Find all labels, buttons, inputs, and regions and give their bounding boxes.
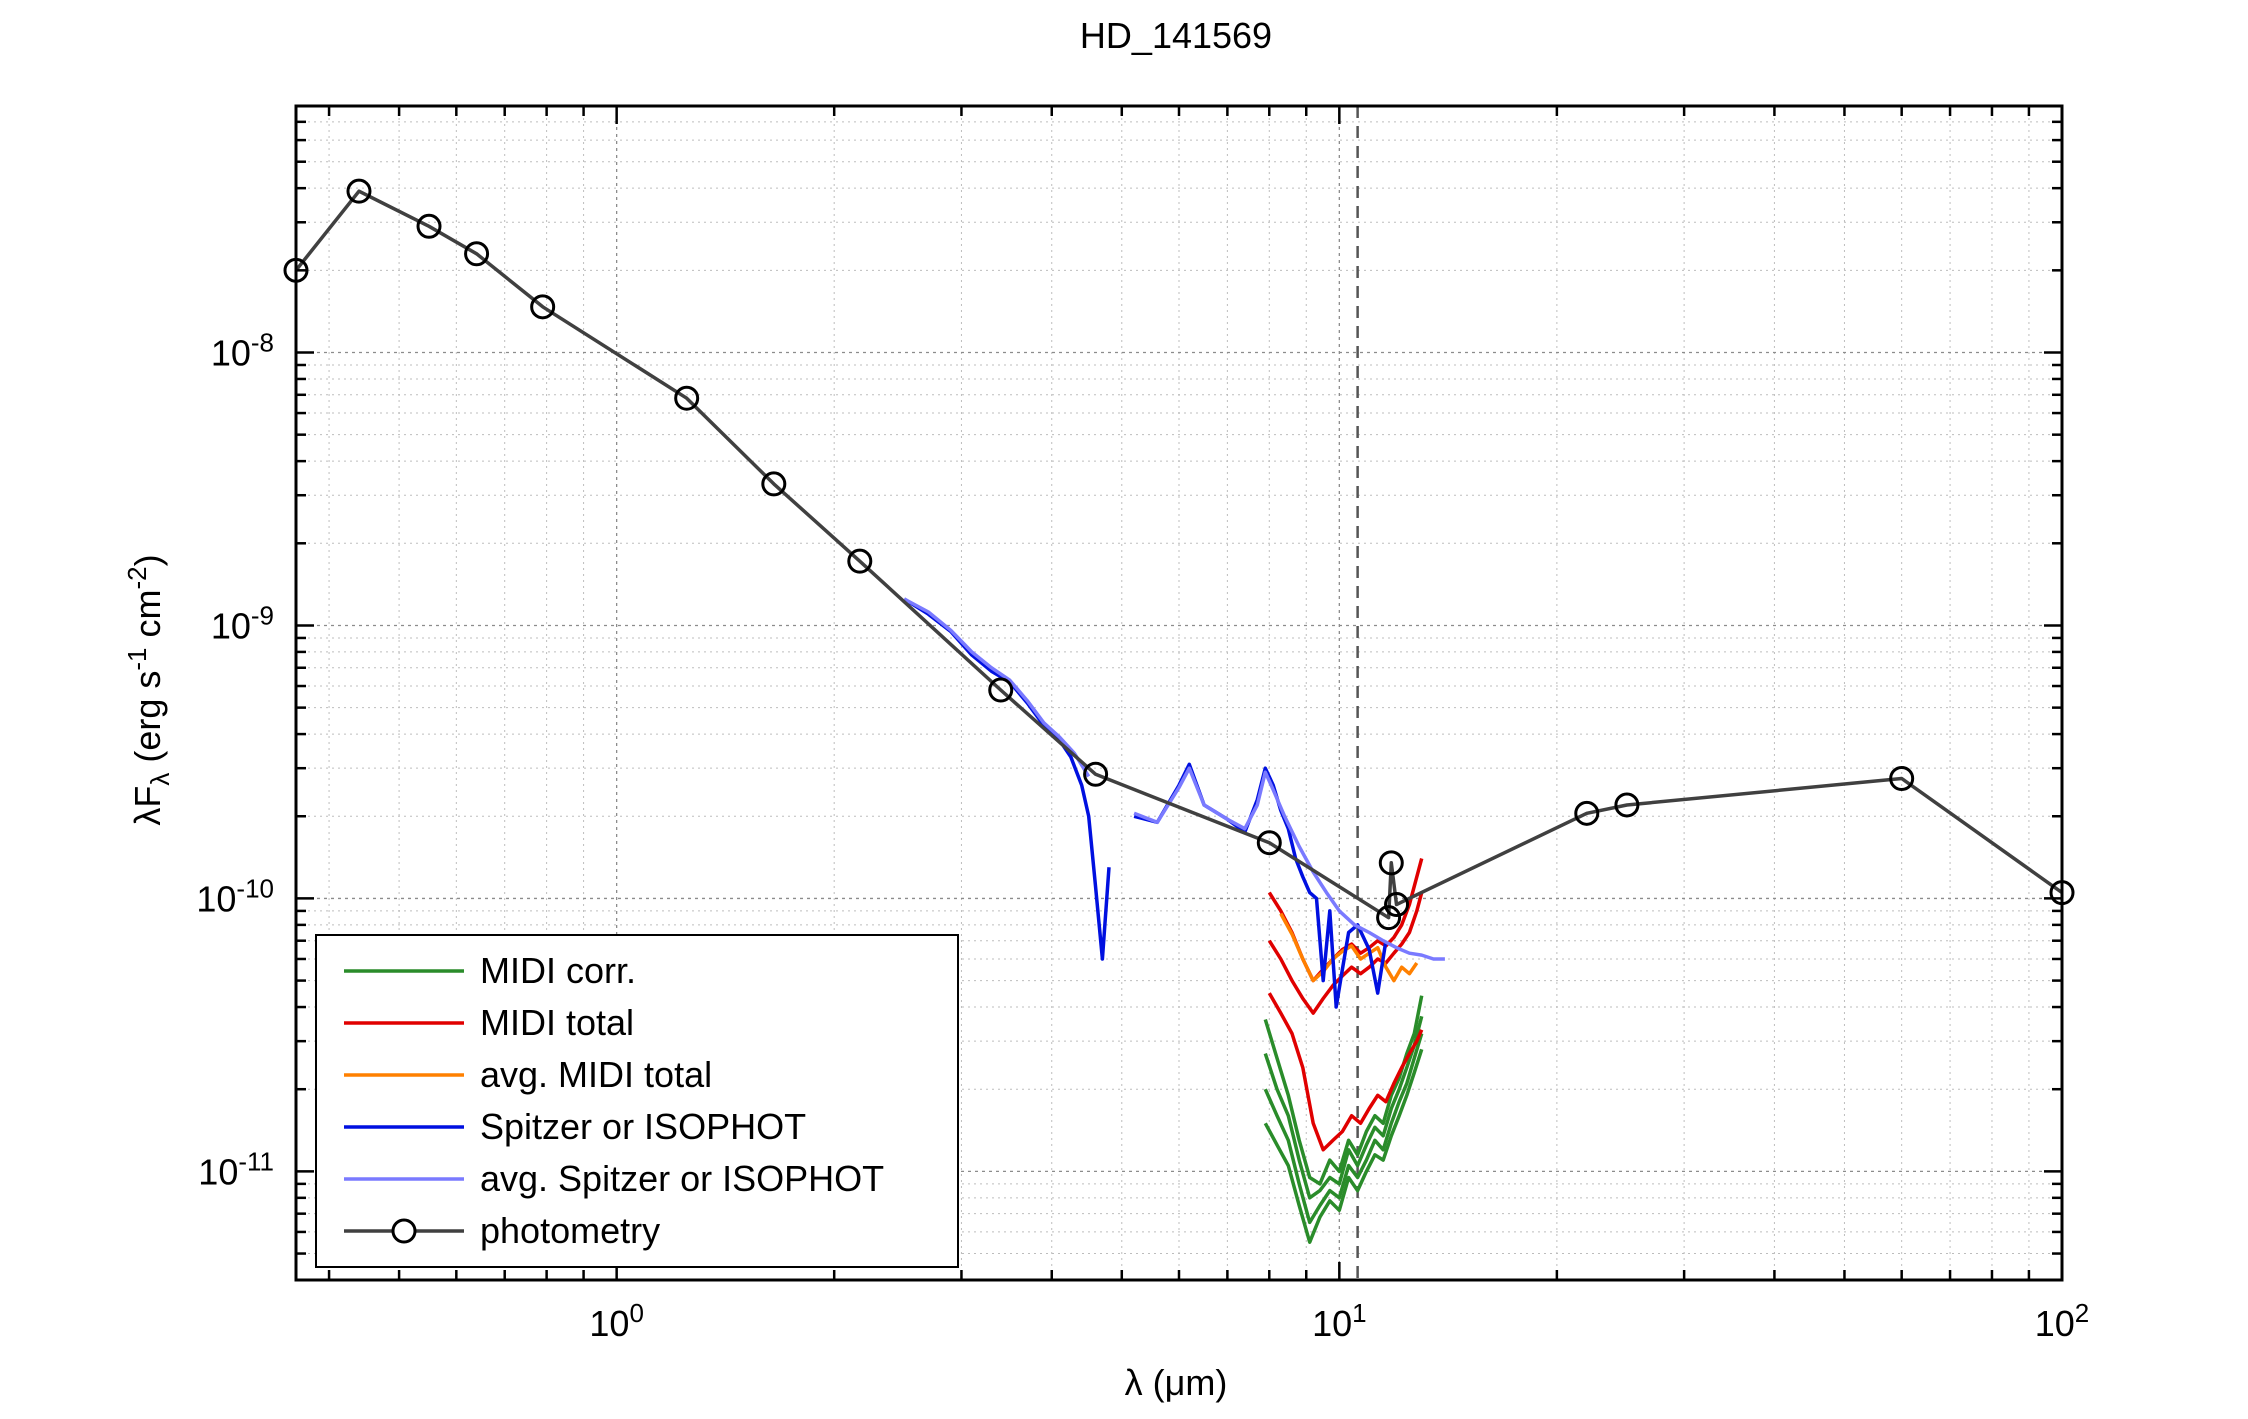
photometry-point — [1384, 892, 1410, 918]
series-line-midi-corr — [1263, 1032, 1424, 1225]
x-axis-label: λ (μm) — [1125, 1362, 1228, 1403]
photometry-point — [847, 548, 873, 574]
photometry-point — [674, 385, 700, 411]
y-tick-labels: 10-8 10-9 10-10 10-11 — [196, 328, 274, 1193]
legend-label: MIDI total — [480, 1002, 634, 1043]
y-tick-label: 10-10 — [196, 873, 274, 919]
legend-box — [315, 934, 959, 1268]
x-tick-labels: 100 101 102 — [589, 1298, 2089, 1344]
photometry-point — [1614, 792, 1640, 818]
legend-label: Spitzer or ISOPHOT — [480, 1106, 806, 1147]
x-tick-label: 100 — [589, 1298, 644, 1344]
series-line-avg-spitzer-or-isophot — [903, 597, 1091, 778]
photometry-point — [988, 677, 1014, 703]
y-tick-label: 10-8 — [211, 328, 274, 374]
series-line-midi-total — [1267, 892, 1424, 1015]
photometry-point — [530, 294, 556, 320]
photometry-point — [761, 471, 787, 497]
x-tick-label: 102 — [2035, 1298, 2090, 1344]
legend-label: photometry — [480, 1210, 660, 1251]
legend: MIDI corr. MIDI total avg. MIDI total Spitz… — [315, 934, 959, 1268]
photometry-point — [416, 213, 442, 239]
legend-label: MIDI corr. — [480, 950, 636, 991]
photometry-point — [346, 178, 372, 204]
series-line-avg-spitzer-or-isophot — [1133, 766, 1445, 961]
y-tick-label: 10-9 — [211, 600, 274, 646]
photometry-point — [1889, 766, 1915, 792]
photometry-point — [1256, 830, 1282, 856]
photometry-point — [1378, 850, 1404, 876]
series-line-photometry — [294, 189, 2064, 920]
series-line-midi-corr — [1263, 1015, 1424, 1200]
photometry-point — [1574, 800, 1600, 826]
photometry-point — [1083, 761, 1109, 787]
photometry-point — [1376, 905, 1402, 931]
legend-marker — [391, 1218, 417, 1244]
chart-title: HD_141569 — [1080, 15, 1272, 56]
series-layer — [283, 178, 2075, 1244]
series-line-midi-total — [1267, 992, 1424, 1152]
series-line-midi-corr — [1263, 1048, 1424, 1244]
x-tick-label: 101 — [1312, 1298, 1367, 1344]
series-line-avg-midi-total — [1279, 912, 1419, 983]
legend-label: avg. Spitzer or ISOPHOT — [480, 1158, 884, 1199]
y-axis-label: λFλ (erg s-1 cm-2) — [122, 554, 175, 825]
axis-ticks — [296, 104, 2064, 1282]
legend-label: avg. MIDI total — [480, 1054, 712, 1095]
y-tick-label: 10-11 — [198, 1146, 274, 1192]
photometry-point — [464, 241, 490, 267]
